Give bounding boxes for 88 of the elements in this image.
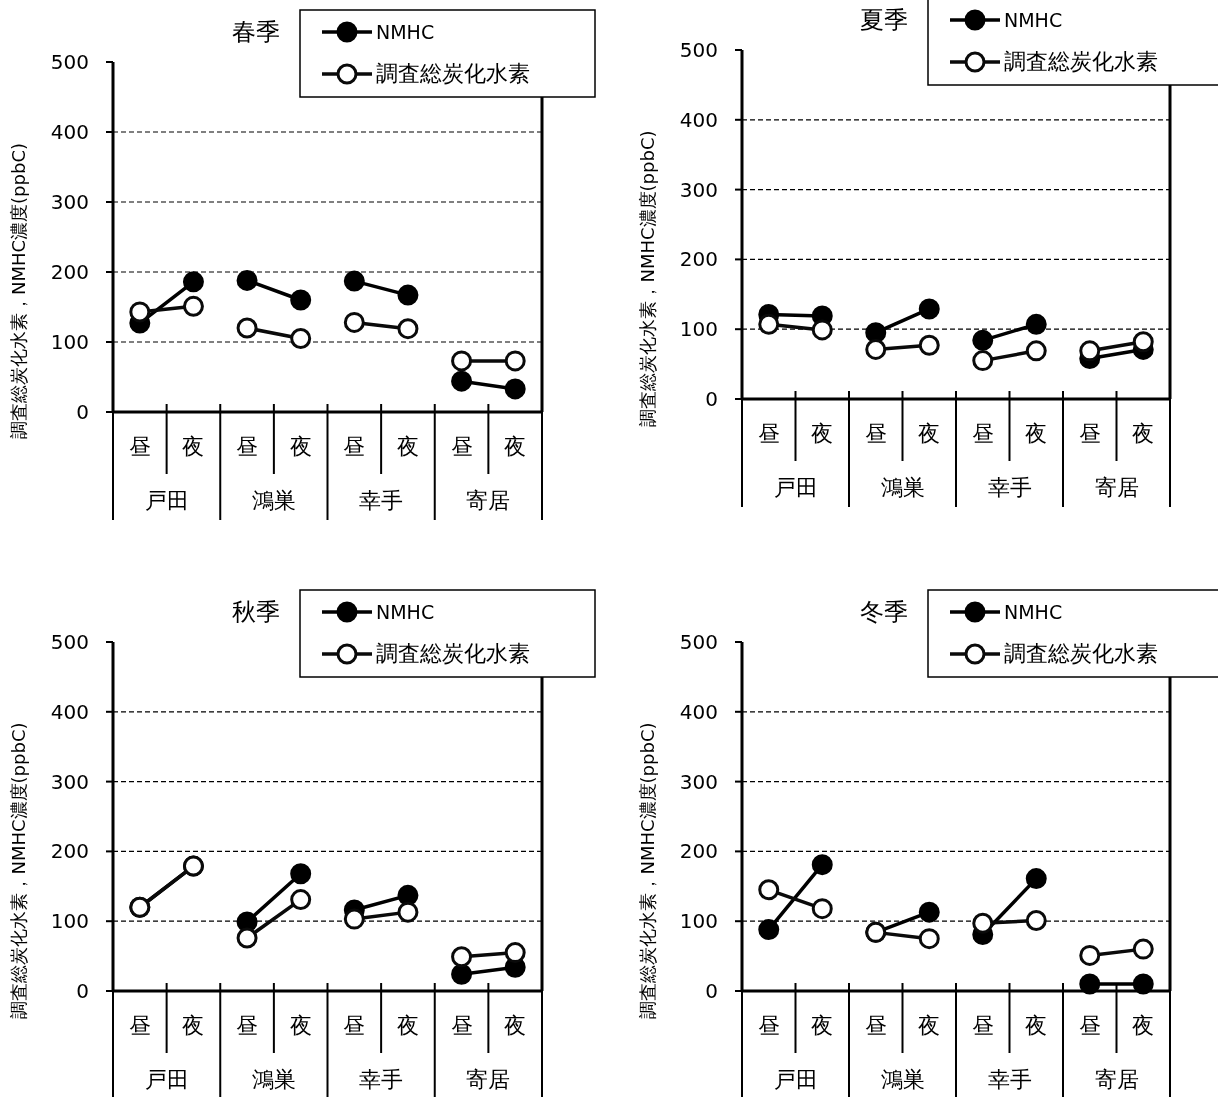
legend-label: NMHC <box>376 601 435 623</box>
text: 戸田 <box>144 488 189 513</box>
y-tick-label: 100 <box>679 317 718 342</box>
y-tick-label: 300 <box>50 190 89 214</box>
x-tick-label: 昼 <box>971 421 994 446</box>
x-tick-label: 昼 <box>450 434 473 459</box>
text: 鴻巣 <box>880 1067 925 1092</box>
x-tick-label: 昼 <box>128 1013 151 1038</box>
x-tick-label: 夜 <box>1132 421 1155 446</box>
y-tick-label: 500 <box>679 38 718 62</box>
y-tick-label: 500 <box>50 50 89 74</box>
y-axis-title: 調査総炭化水素，NMHC濃度(ppbC) <box>637 130 658 427</box>
y-tick-label: 500 <box>679 630 718 654</box>
chart-title: 春季 <box>232 18 280 46</box>
x-tick-label: 昼 <box>757 421 780 446</box>
y-tick-label: 400 <box>50 699 89 724</box>
legend-label: NMHC <box>1004 601 1063 623</box>
legend-label: 調査総炭化水素 <box>1004 641 1158 666</box>
x-tick-label: 昼 <box>343 1013 366 1038</box>
y-tick-label: 200 <box>679 247 718 272</box>
text: 鴻巣 <box>880 475 925 500</box>
text: 戸田 <box>773 1067 818 1092</box>
chart-title: 秋季 <box>232 598 280 626</box>
y-tick-label: 300 <box>50 769 89 794</box>
x-tick-label: 昼 <box>343 434 366 459</box>
legend-label: 調査総炭化水素 <box>1004 49 1158 74</box>
y-tick-label: 500 <box>50 630 89 654</box>
x-tick-label: 夜 <box>182 434 205 459</box>
y-tick-label: 300 <box>679 769 718 794</box>
text: 戸田 <box>144 1067 189 1092</box>
x-tick-label: 夜 <box>1132 1013 1155 1038</box>
text: 幸手 <box>359 488 404 513</box>
x-tick-label: 昼 <box>236 434 259 459</box>
x-tick-label: 昼 <box>450 1013 473 1038</box>
y-tick-label: 0 <box>76 979 89 1003</box>
x-tick-label: 昼 <box>236 1013 259 1038</box>
x-tick-label: 夜 <box>504 434 527 459</box>
x-tick-label: 夜 <box>1025 421 1048 446</box>
x-tick-label: 夜 <box>504 1013 527 1038</box>
text: 幸手 <box>359 1067 404 1092</box>
y-axis-title: 調査総炭化水素，NMHC濃度(ppbC) <box>8 722 29 1019</box>
text: 幸手 <box>987 475 1032 500</box>
x-tick-label: 昼 <box>757 1013 780 1038</box>
y-tick-label: 100 <box>50 330 89 354</box>
y-tick-label: 100 <box>50 909 89 934</box>
legend-label: 調査総炭化水素 <box>376 641 530 666</box>
text: 戸田 <box>773 475 818 500</box>
x-tick-label: 夜 <box>396 1013 419 1038</box>
x-tick-label: 昼 <box>864 421 887 446</box>
y-tick-label: 0 <box>76 400 89 424</box>
y-tick-label: 400 <box>679 107 718 132</box>
y-tick-label: 400 <box>679 699 718 724</box>
x-tick-label: 夜 <box>1025 1013 1048 1038</box>
x-tick-label: 夜 <box>918 1013 941 1038</box>
x-tick-label: 昼 <box>864 1013 887 1038</box>
legend-label: 調査総炭化水素 <box>376 61 530 86</box>
text: 寄居 <box>466 1067 511 1092</box>
text: 寄居 <box>1094 1067 1139 1092</box>
y-tick-label: 0 <box>705 387 718 411</box>
x-tick-label: 夜 <box>289 1013 312 1038</box>
y-tick-label: 400 <box>50 120 89 144</box>
y-tick-label: 300 <box>679 177 718 202</box>
chart-title: 冬季 <box>860 598 908 626</box>
x-tick-label: 昼 <box>128 434 151 459</box>
x-tick-label: 夜 <box>396 434 419 459</box>
chart-title: 夏季 <box>860 6 908 34</box>
legend-label: NMHC <box>1004 9 1063 31</box>
y-axis-title: 調査総炭化水素，NMHC濃度(ppbC) <box>8 143 29 439</box>
y-tick-label: 200 <box>679 839 718 864</box>
x-tick-label: 昼 <box>1078 1013 1101 1038</box>
x-tick-label: 夜 <box>811 421 834 446</box>
y-axis-title: 調査総炭化水素，NMHC濃度(ppbC) <box>637 722 658 1019</box>
x-tick-label: 夜 <box>182 1013 205 1038</box>
x-tick-label: 昼 <box>1078 421 1101 446</box>
x-tick-label: 夜 <box>289 434 312 459</box>
y-tick-label: 200 <box>50 260 89 284</box>
x-tick-label: 夜 <box>918 421 941 446</box>
text: 鴻巣 <box>251 1067 296 1092</box>
text: 鴻巣 <box>251 488 296 513</box>
legend-label: NMHC <box>376 21 435 43</box>
text: 寄居 <box>466 488 511 513</box>
y-tick-label: 100 <box>679 909 718 934</box>
y-tick-label: 0 <box>705 979 718 1003</box>
y-tick-label: 200 <box>50 839 89 864</box>
text: 寄居 <box>1094 475 1139 500</box>
x-tick-label: 夜 <box>811 1013 834 1038</box>
text: 幸手 <box>987 1067 1032 1092</box>
x-tick-label: 昼 <box>971 1013 994 1038</box>
